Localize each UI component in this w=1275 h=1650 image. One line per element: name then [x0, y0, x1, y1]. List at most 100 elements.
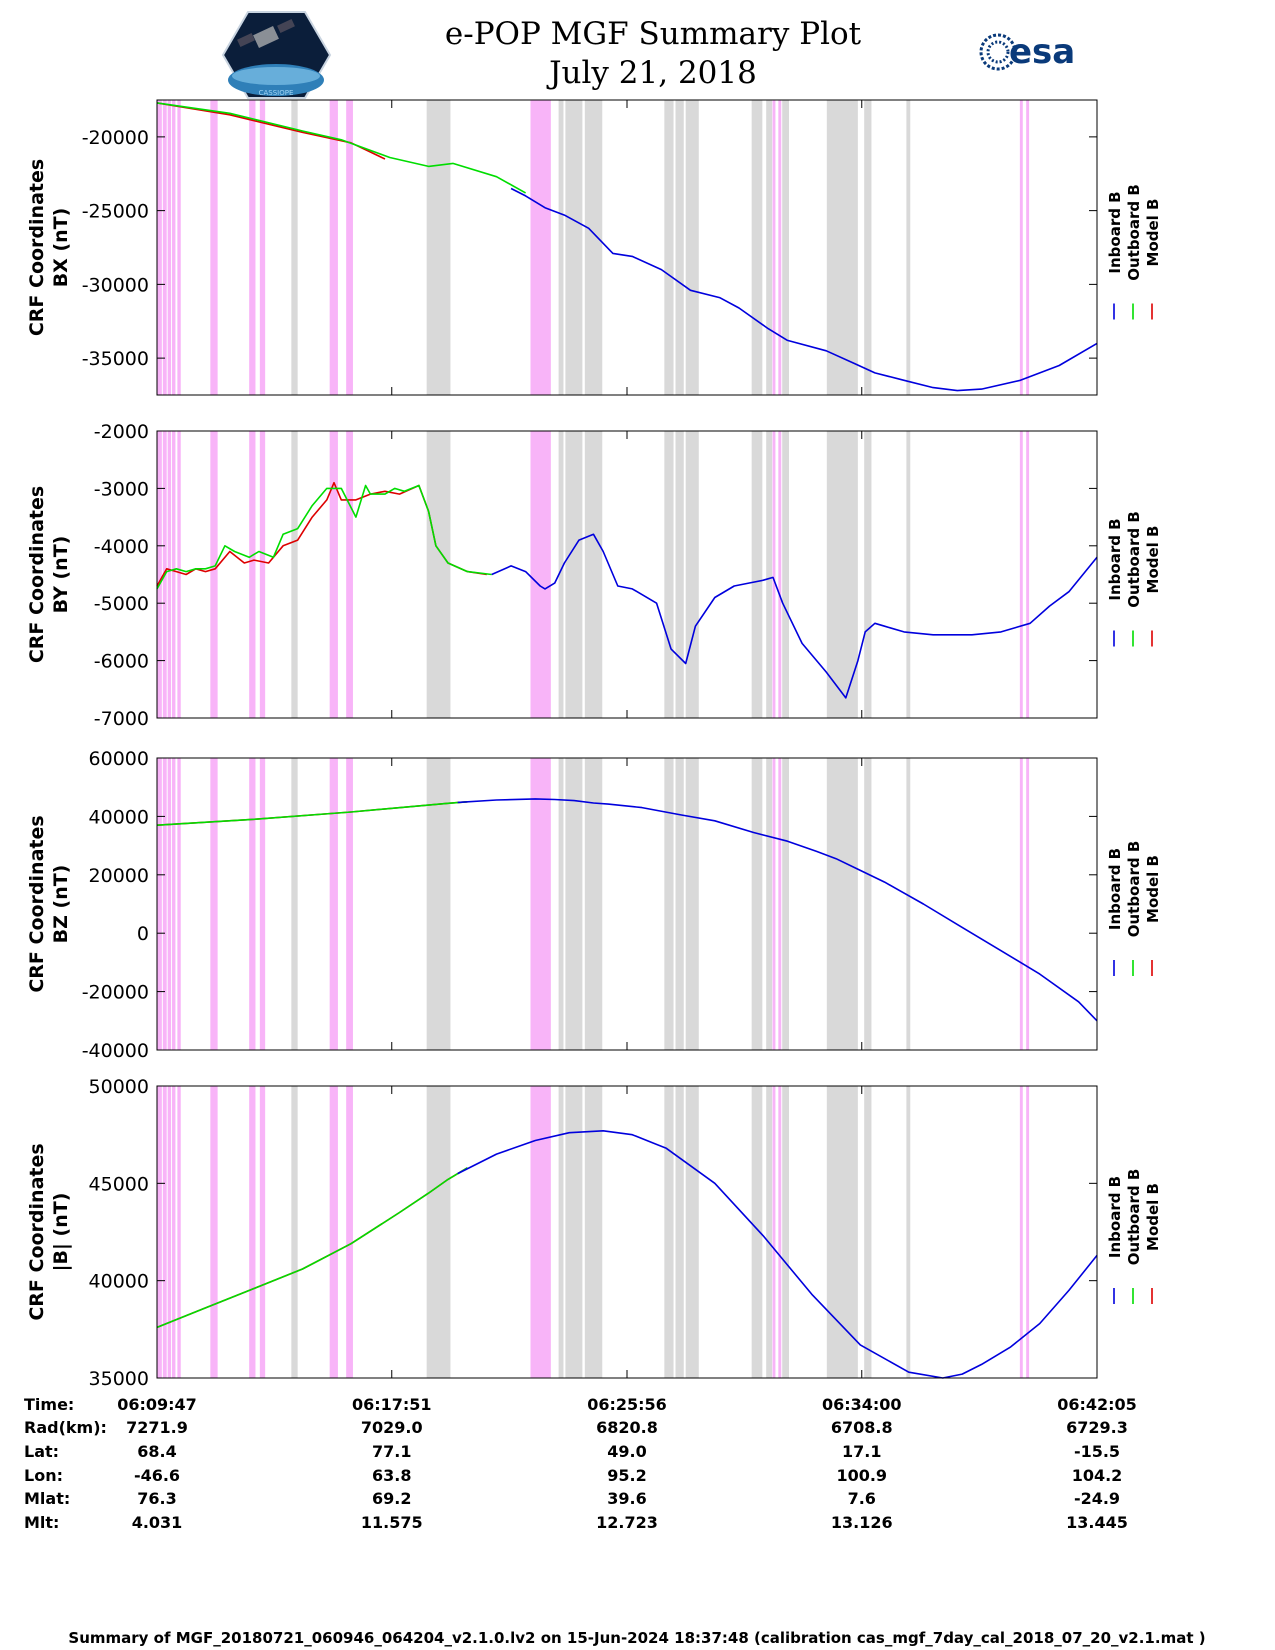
- pink-band: [772, 100, 776, 395]
- gray-band: [864, 100, 872, 395]
- y-axis-label: CRF Coordinates BX (nT): [26, 159, 72, 336]
- y-tick-label: 35000: [89, 1368, 149, 1390]
- gray-band: [864, 431, 872, 718]
- pink-band: [1019, 431, 1023, 718]
- series-line-inboard-b: [457, 1130, 1098, 1379]
- gray-band: [685, 1086, 699, 1378]
- table-cell: 06:34:00: [822, 1395, 902, 1414]
- pink-band: [157, 431, 162, 718]
- axes-frame: [156, 430, 1098, 719]
- table-cell: 95.2: [607, 1466, 646, 1485]
- series-line-outboard-b: [156, 102, 526, 194]
- gray-band: [558, 1086, 564, 1378]
- y-tick-label: -5000: [94, 593, 149, 615]
- pink-band: [210, 1086, 218, 1378]
- table-cell: 06:09:47: [117, 1395, 197, 1414]
- table-row-label: Rad(km):: [24, 1418, 107, 1437]
- gray-band: [291, 100, 298, 395]
- legend-label: Inboard B: [1106, 848, 1124, 930]
- pink-band: [177, 1086, 181, 1378]
- gray-band: [685, 100, 699, 395]
- pink-band: [778, 431, 782, 718]
- gray-band: [291, 431, 298, 718]
- pink-band: [177, 100, 181, 395]
- pink-band: [249, 1086, 256, 1378]
- table-cell: 6729.3: [1066, 1418, 1128, 1437]
- y-tick-label: -30000: [82, 274, 149, 296]
- gray-band: [675, 758, 684, 1050]
- pink-band: [162, 1086, 167, 1378]
- pink-band: [167, 431, 172, 718]
- bmag-panel: 50000 45000 40000 35000 CRF Coordinates |B| (…: [26, 1076, 1162, 1390]
- gray-band: [291, 758, 298, 1050]
- legend-label: Model B: [1144, 855, 1162, 923]
- table-cell: 39.6: [607, 1489, 646, 1508]
- pink-band: [167, 758, 172, 1050]
- table-cell: 77.1: [372, 1442, 411, 1461]
- y-axis-label-line1: CRF Coordinates: [26, 159, 48, 336]
- table-cell: 49.0: [607, 1442, 646, 1461]
- gray-band: [675, 1086, 684, 1378]
- y-tick-label: -20000: [82, 127, 149, 149]
- gray-band: [426, 431, 451, 718]
- pink-band: [772, 431, 776, 718]
- gray-band: [584, 431, 603, 718]
- gray-band: [826, 100, 858, 395]
- pink-band: [249, 100, 256, 395]
- series-line-model-b: [156, 1167, 468, 1329]
- pink-band: [329, 431, 338, 718]
- pink-band: [346, 758, 353, 1050]
- gray-band: [906, 100, 911, 395]
- gray-band: [558, 431, 564, 718]
- gray-band: [565, 431, 583, 718]
- gray-band: [864, 758, 872, 1050]
- series-line-inboard-b: [457, 798, 1098, 1022]
- gray-band: [782, 758, 790, 1050]
- pink-band: [172, 431, 176, 718]
- pink-band: [162, 758, 167, 1050]
- table-cell: 7271.9: [126, 1418, 188, 1437]
- pink-band: [778, 758, 782, 1050]
- table-row-label: Time:: [24, 1395, 74, 1414]
- pink-band: [1019, 100, 1023, 395]
- gray-band: [565, 758, 583, 1050]
- y-axis-label: CRF Coordinates BY (nT): [26, 486, 72, 663]
- table-cell: -15.5: [1074, 1442, 1120, 1461]
- y-axis-label-line1: CRF Coordinates: [26, 815, 48, 992]
- pink-band: [329, 100, 338, 395]
- pink-band: [210, 758, 218, 1050]
- y-axis-label-line2: BX (nT): [50, 208, 72, 288]
- y-axis-label-line1: CRF Coordinates: [26, 1143, 48, 1320]
- y-tick-label: -40000: [82, 1040, 149, 1062]
- table-cell: -46.6: [134, 1466, 180, 1485]
- gray-band: [826, 1086, 858, 1378]
- pink-band: [778, 1086, 782, 1378]
- table-cell: 104.2: [1072, 1466, 1123, 1485]
- pink-band: [172, 1086, 176, 1378]
- table-cell: 06:17:51: [352, 1395, 432, 1414]
- y-axis-label-line2: |B| (nT): [50, 1193, 72, 1272]
- series-line-outboard-b: [156, 1167, 468, 1329]
- footer-caption: Summary of MGF_20180721_060946_064204_v2…: [68, 1629, 1205, 1647]
- gray-band: [675, 431, 684, 718]
- y-axis-label-line2: BY (nT): [50, 536, 72, 614]
- gray-band: [675, 100, 684, 395]
- y-tick-label: 50000: [89, 1076, 149, 1098]
- y-tick-label: 0: [137, 923, 149, 945]
- pink-band: [346, 100, 353, 395]
- gray-band: [782, 431, 790, 718]
- legend-label: Outboard B: [1125, 184, 1143, 281]
- gray-band: [426, 758, 451, 1050]
- legend-label: Model B: [1144, 1183, 1162, 1251]
- pink-band: [259, 431, 266, 718]
- gray-band: [766, 100, 773, 395]
- table-row-label: Lat:: [24, 1442, 59, 1461]
- gray-band: [751, 1086, 763, 1378]
- figure-title: e-POP MGF Summary Plot: [445, 16, 862, 52]
- pink-band: [778, 100, 782, 395]
- bz-panel: 60000 40000 20000 0 -20000 -40000 CRF Coordina…: [26, 748, 1162, 1062]
- gray-band: [751, 100, 763, 395]
- gray-band: [766, 758, 773, 1050]
- table-cell: 6708.8: [831, 1418, 893, 1437]
